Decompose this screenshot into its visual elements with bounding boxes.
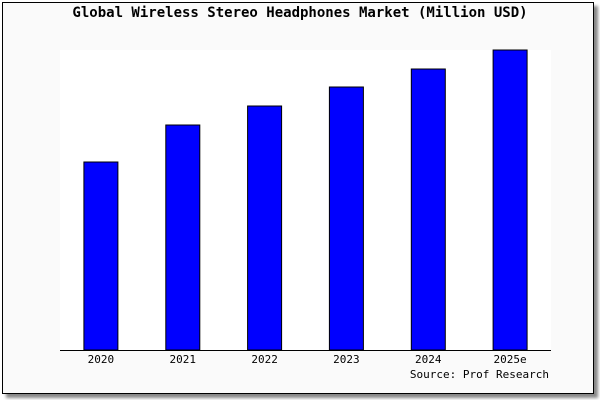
bar-2025e bbox=[492, 49, 528, 351]
bar-2021 bbox=[165, 124, 201, 351]
bar-2024 bbox=[410, 68, 446, 351]
x-tick-label: 2021 bbox=[170, 353, 197, 366]
bar-2020 bbox=[83, 161, 119, 351]
bar-2022 bbox=[247, 105, 283, 351]
chart-title: Global Wireless Stereo Headphones Market… bbox=[72, 5, 528, 21]
plot-area bbox=[60, 50, 551, 350]
x-tick-label: 2023 bbox=[333, 353, 360, 366]
x-tick-label: 2020 bbox=[88, 353, 115, 366]
x-tick-label: 2022 bbox=[251, 353, 278, 366]
x-tick-label: 2024 bbox=[415, 353, 442, 366]
source-note: Source: Prof Research bbox=[409, 368, 549, 381]
x-tick-label: 2025e bbox=[494, 353, 527, 366]
bar-2023 bbox=[328, 86, 364, 351]
